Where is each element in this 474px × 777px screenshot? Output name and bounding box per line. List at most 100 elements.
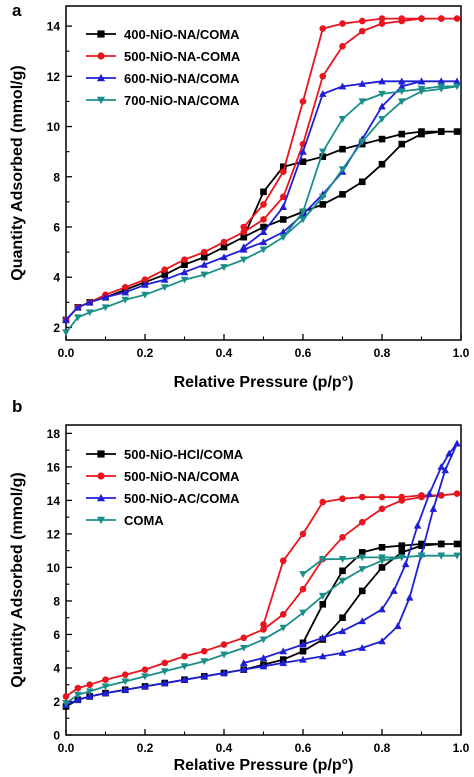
legend-marker	[96, 73, 106, 82]
legend-label: 500-NiO-NA/COMA	[124, 469, 240, 484]
data-point	[180, 268, 189, 276]
data-point	[160, 284, 169, 292]
data-point	[429, 504, 438, 512]
data-point	[259, 662, 268, 670]
data-point	[299, 640, 307, 648]
data-point	[260, 216, 267, 223]
legend-entry: 500-NiO-AC/COMA	[86, 491, 240, 506]
data-point	[279, 193, 287, 201]
data-point	[279, 611, 287, 618]
legend-entry: 700-NiO-NA/COMA	[86, 93, 240, 108]
data-point	[160, 679, 169, 687]
data-point	[200, 248, 208, 256]
data-point	[74, 303, 82, 311]
data-point	[378, 505, 386, 513]
data-point	[62, 700, 70, 707]
data-point	[358, 27, 366, 35]
data-point	[418, 540, 425, 548]
x-tick-label: 1.0	[453, 741, 470, 755]
data-point	[161, 266, 169, 273]
panel-a-series	[62, 15, 461, 337]
data-point	[160, 668, 169, 676]
legend-entry: 600-NiO-NA/COMA	[86, 71, 240, 86]
x-tick-label: 0.6	[295, 346, 312, 360]
data-point	[418, 128, 425, 135]
data-point	[339, 495, 346, 503]
legend-entry: 500-NiO-NA/COMA	[86, 469, 240, 484]
data-point	[437, 492, 445, 499]
data-point	[378, 20, 386, 27]
series-4	[62, 552, 461, 707]
data-point	[339, 567, 346, 575]
data-point	[121, 678, 130, 686]
data-point	[259, 636, 268, 644]
data-point	[378, 637, 386, 645]
legend-label: 600-NiO-NA/COMA	[124, 71, 240, 86]
data-point	[453, 77, 461, 85]
series-3	[62, 77, 461, 323]
y-tick-label: 10	[47, 120, 61, 134]
legend-marker	[97, 30, 105, 38]
data-point	[161, 271, 169, 279]
data-point	[437, 540, 445, 548]
data-point	[62, 329, 70, 337]
data-point	[437, 77, 446, 85]
data-point	[141, 673, 149, 681]
y-tick-label: 6	[53, 220, 60, 234]
data-point	[200, 658, 209, 666]
data-point	[200, 672, 209, 680]
data-point	[141, 280, 149, 288]
panel-a: a 0.0 0.2 0.4 0.6 0.8 1.0 2 4 6 8 10 12 14 400-NiO-N…	[9, 1, 470, 391]
data-point	[85, 309, 94, 317]
data-point	[74, 684, 82, 692]
data-point	[181, 256, 188, 263]
data-point	[437, 15, 445, 22]
x-tick-label: 0.4	[216, 741, 233, 755]
data-point	[181, 652, 188, 660]
legend-marker	[97, 472, 105, 480]
data-point	[121, 296, 130, 304]
data-point	[121, 685, 130, 693]
data-point	[319, 498, 327, 506]
data-point	[338, 577, 347, 585]
data-point	[358, 493, 366, 501]
y-tick-label: 10	[47, 561, 61, 575]
data-point	[279, 659, 288, 666]
data-point	[339, 42, 346, 50]
data-point	[378, 493, 386, 501]
data-point	[101, 689, 110, 697]
x-tick-label: 0.4	[216, 346, 233, 360]
data-point	[453, 439, 461, 447]
data-point	[437, 463, 446, 470]
data-point	[398, 130, 406, 138]
data-point	[240, 233, 248, 241]
legend-marker	[96, 516, 106, 525]
data-point	[358, 178, 366, 186]
data-point	[86, 681, 93, 689]
data-point	[299, 158, 307, 165]
data-point	[339, 191, 346, 198]
data-point	[299, 647, 307, 655]
legend-entry: 400-NiO-NA/COMA	[86, 27, 240, 42]
data-point	[101, 683, 110, 691]
data-point	[437, 552, 446, 560]
data-point	[425, 489, 434, 497]
data-point	[397, 98, 406, 106]
x-tick-label: 0.8	[374, 741, 391, 755]
data-point	[358, 549, 366, 556]
data-point	[318, 634, 327, 641]
data-point	[453, 540, 461, 548]
legend-entry: 500-NiO-HCl/COMA	[86, 447, 244, 462]
data-point	[378, 115, 386, 123]
data-point	[62, 693, 70, 700]
data-point	[358, 17, 366, 25]
data-point	[319, 201, 327, 208]
data-point	[338, 649, 347, 656]
data-point	[259, 246, 268, 254]
data-point	[85, 692, 94, 700]
data-point	[121, 283, 129, 291]
legend-marker	[96, 493, 106, 502]
data-point	[417, 552, 426, 560]
y-tick-label: 8	[53, 170, 60, 184]
